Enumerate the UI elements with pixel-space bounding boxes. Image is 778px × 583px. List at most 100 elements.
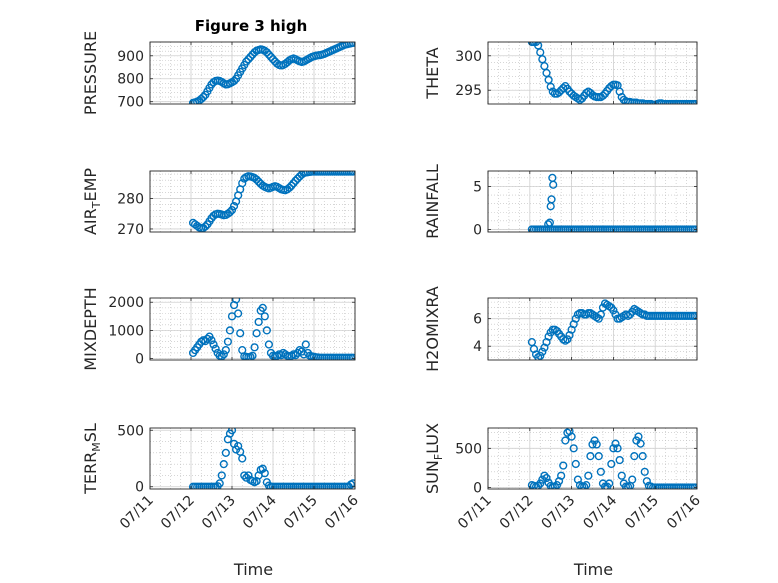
- x-tick-label: 07/11: [117, 493, 157, 533]
- y-tick-label: 2000: [108, 295, 144, 311]
- data-point: [690, 483, 697, 489]
- data-point: [203, 334, 212, 343]
- y-tick-label: 800: [117, 72, 144, 88]
- data-point: [268, 55, 278, 64]
- data-point: [628, 475, 637, 484]
- axes-box: [487, 170, 698, 233]
- data-point: [266, 52, 276, 62]
- data-point: [344, 42, 353, 48]
- data-point: [590, 436, 599, 445]
- y-axis-label: PRESSURE: [81, 31, 100, 115]
- data-point: [219, 350, 228, 359]
- data-point: [209, 340, 218, 349]
- data-point: [227, 205, 237, 215]
- y-tick-label: 280: [117, 191, 144, 207]
- data-point: [211, 344, 220, 353]
- subplot-0: 700 800 900 PRESSURE: [81, 31, 356, 115]
- y-axis-label: TERRMSL: [81, 423, 103, 495]
- data-point: [569, 444, 578, 453]
- subplot-4: 0 1000 2000 MIXDEPTH: [81, 287, 356, 371]
- data-point: [264, 50, 274, 59]
- y-tick-label: 4: [473, 339, 482, 355]
- y-tick-label: 295: [455, 83, 482, 99]
- data-point: [613, 444, 622, 453]
- data-point: [609, 444, 618, 453]
- data-point: [197, 94, 206, 104]
- data-point: [221, 448, 230, 457]
- subplot-1: 295 300 THETA: [423, 41, 698, 105]
- series-markers: [527, 428, 697, 489]
- data-point: [229, 76, 239, 86]
- x-axis-label: Time: [233, 560, 273, 579]
- x-tick-label: 07/14: [240, 492, 280, 532]
- data-point: [559, 84, 568, 93]
- data-point: [609, 306, 618, 315]
- data-point: [287, 181, 296, 190]
- data-point: [260, 469, 269, 478]
- data-point: [348, 353, 355, 360]
- data-point: [630, 452, 639, 461]
- y-tick-label: 300: [455, 49, 482, 65]
- series-markers: [188, 298, 355, 360]
- data-point: [545, 218, 554, 227]
- data-point: [301, 340, 310, 349]
- y-axis-label: H2OMIXRA: [423, 286, 442, 372]
- data-point: [546, 82, 555, 91]
- data-point: [582, 480, 591, 489]
- data-point: [544, 332, 553, 341]
- data-point: [219, 460, 228, 469]
- x-tick-label: 07/14: [580, 492, 620, 532]
- data-point: [207, 336, 216, 345]
- data-point: [607, 459, 616, 469]
- data-point: [534, 481, 543, 489]
- series-markers: [188, 171, 355, 232]
- subplot-5: 4 6 H2OMIXRA: [423, 286, 698, 372]
- x-axis-label: Time: [573, 560, 613, 579]
- data-point: [262, 326, 271, 335]
- axes-box: [149, 170, 356, 233]
- data-point: [540, 471, 549, 480]
- data-point: [561, 436, 570, 445]
- data-point: [536, 479, 545, 488]
- data-point: [592, 440, 601, 449]
- data-point: [238, 179, 247, 188]
- data-point: [201, 222, 210, 231]
- data-point: [289, 179, 298, 188]
- series-markers: [188, 428, 355, 489]
- y-tick-label: 5: [473, 179, 482, 195]
- data-point: [242, 473, 251, 482]
- data-point: [536, 351, 545, 360]
- y-tick-label: 700: [117, 95, 144, 111]
- data-point: [584, 471, 593, 480]
- x-tick-label: 07/11: [455, 493, 495, 533]
- data-point: [262, 48, 271, 57]
- data-point: [244, 55, 253, 64]
- y-tick-label: 900: [117, 49, 144, 65]
- data-point: [291, 351, 300, 360]
- data-point: [538, 347, 547, 356]
- x-tick-label: 07/15: [281, 493, 321, 533]
- axes-box: [149, 427, 356, 490]
- data-point: [690, 225, 697, 232]
- x-tick-label: 07/13: [199, 493, 239, 533]
- data-point: [544, 220, 553, 229]
- grid: [487, 298, 698, 360]
- data-point: [348, 42, 355, 48]
- data-point: [254, 317, 263, 327]
- x-tick-label: 07/15: [622, 493, 662, 533]
- data-point: [550, 482, 559, 489]
- data-point: [571, 314, 580, 323]
- series-markers: [527, 299, 697, 360]
- y-axis-label: SUNFLUX: [423, 423, 445, 494]
- data-point: [554, 88, 564, 97]
- subplot-7: 07/11 07/12 07/13 07/14 07/15 07/16 0 500 SUNFLU…: [423, 423, 704, 579]
- y-axis-label: AIRTEMP: [81, 168, 103, 235]
- subplot-6: 07/11 07/12 07/13 07/14 07/15 07/16 0 500 TERRMS…: [81, 423, 362, 579]
- data-point: [588, 440, 597, 449]
- x-tick-label: 07/16: [322, 492, 362, 532]
- series-markers: [188, 42, 355, 104]
- subplot-2: 270 280 AIRTEMP: [81, 168, 356, 238]
- data-point: [229, 201, 239, 211]
- data-point: [596, 467, 605, 476]
